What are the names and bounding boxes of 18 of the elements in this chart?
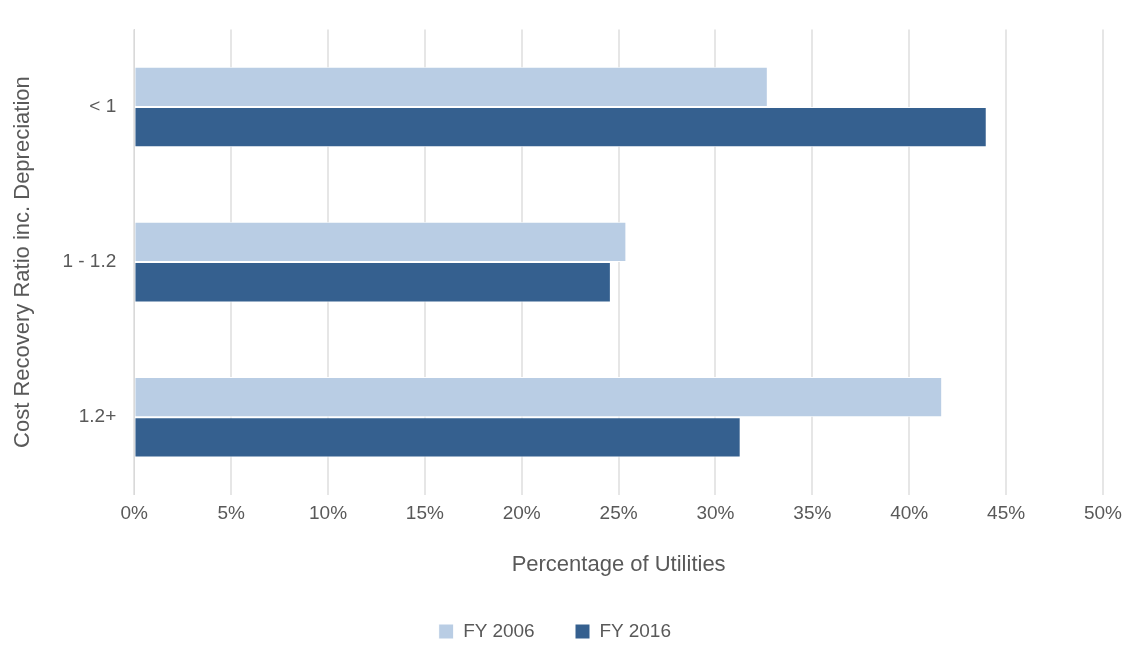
x-tick-label: 15%: [405, 502, 444, 524]
x-tick-label: 0%: [120, 502, 149, 524]
x-tick-label: 30%: [696, 502, 735, 524]
x-tick-label: 45%: [987, 502, 1026, 524]
x-tick-label: 50%: [1083, 502, 1123, 524]
x-tick-label: 10%: [308, 502, 348, 524]
y-axis-title: Cost Recovery Ratio inc. Depreciation: [9, 76, 35, 448]
x-tick-label: 5%: [217, 502, 245, 524]
x-tick-label: 35%: [793, 502, 832, 524]
y-tick-label: < 1: [89, 95, 117, 117]
x-tick-label: 40%: [890, 502, 929, 524]
x-tick-label: 25%: [599, 502, 638, 524]
y-tick-label: 1 - 1.2: [62, 250, 117, 272]
legend-label: FY 2006: [463, 619, 535, 641]
legend-label: FY 2016: [599, 619, 671, 641]
x-tick-label: 20%: [502, 502, 541, 524]
x-axis-title: Percentage of Utilities: [511, 550, 726, 576]
y-tick-label: 1.2+: [78, 405, 117, 427]
